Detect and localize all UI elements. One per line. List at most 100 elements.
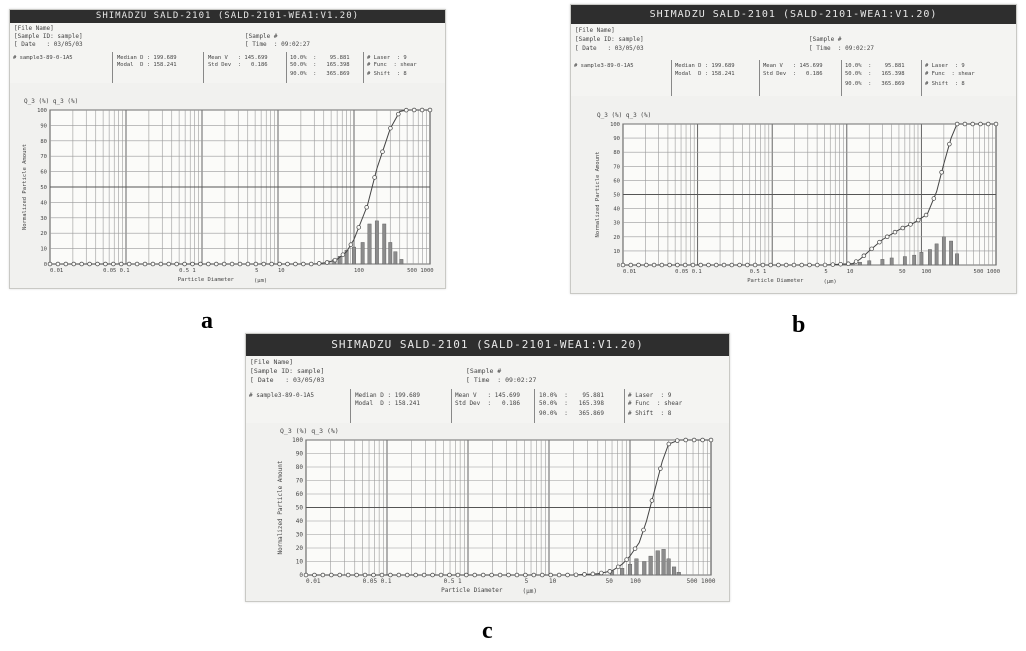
time-field: [ Time : 09:02:27 (466, 376, 537, 384)
distribution-bar (867, 260, 872, 266)
chart-a: 0 10 20 30 40 50 60 70 80 90 100 0.01 0.05 0.1 0.5 1 5… (22, 98, 434, 284)
cumulative-point (303, 572, 309, 578)
cumulative-point (261, 261, 267, 267)
cumulative-point (615, 564, 621, 570)
cumulative-point (405, 572, 410, 578)
std-dev: Std Dev : 0.186 (455, 400, 521, 407)
cumulative-point (47, 261, 53, 267)
cumulative-point (371, 572, 376, 578)
cumulative-point (939, 170, 944, 175)
cumulative-point (214, 261, 219, 267)
sample-number: [Sample # (245, 33, 278, 40)
cumulative-point (245, 261, 251, 267)
cumulative-point (126, 261, 132, 267)
x-tick-label: 10 (549, 578, 557, 585)
distribution-bar (889, 257, 894, 266)
distribution-bar (620, 568, 625, 576)
distribution-bar (941, 236, 946, 266)
x-tick-label: 100 (921, 269, 931, 275)
file-header: [File Name] [Sample ID: sample] [ Date :… (246, 356, 729, 390)
cumulative-point (947, 141, 952, 147)
cumulative-point (354, 572, 359, 578)
plot-area: 0 10 20 30 40 50 60 70 80 90 100 0.01 0.05 0.1 0.5 1 5… (10, 83, 445, 288)
cumulative-point (714, 262, 719, 268)
cumulative-point (970, 121, 975, 127)
y-tick-label: 100 (292, 437, 303, 444)
x-tick-label: 0.05 0.1 (103, 268, 130, 274)
cumulative-point (721, 262, 727, 268)
cumulative-point (316, 261, 322, 266)
date-field: [ Date : 03/05/03 (14, 41, 83, 48)
cumulative-point (838, 261, 843, 267)
stats-row: # sample3-89-0-1A5 Median D : 199.689 Mo… (10, 52, 445, 84)
cumulative-point (309, 261, 314, 267)
instrument-title: SHIMADZU SALD-2101 (SALD-2101-WEA1:V1.20… (571, 5, 1016, 24)
panel-label-a: a (201, 308, 213, 334)
distribution-bar (360, 242, 365, 265)
distribution-bar (880, 259, 885, 266)
x-tick-label: 0.05 0.1 (675, 269, 702, 275)
laser: # Laser : 9 (367, 55, 407, 61)
chart-b: 0 10 20 30 40 50 60 70 80 90 100 0.01 0.05 0.1 0.5 1 5… (595, 112, 1000, 285)
cumulative-point (861, 253, 867, 259)
cumulative-point (666, 441, 672, 447)
mean-v: Mean V : 145.699 (455, 392, 521, 399)
distribution-bar (648, 555, 653, 576)
cumulative-point (531, 572, 537, 578)
cumulative-point (182, 261, 187, 267)
y-axis-label: Normalized Particle Amount (595, 151, 601, 237)
func: # Func : shear (628, 400, 683, 407)
cumulative-point (427, 107, 433, 113)
cumulative-point (63, 261, 69, 267)
distribution-bar (655, 550, 660, 576)
cumulative-point (908, 222, 913, 227)
cumulative-point (419, 107, 425, 113)
cumulative-point (846, 261, 851, 267)
time-field: [ Time : 09:02:27 (245, 41, 311, 48)
x-axis-unit: (μm) (254, 278, 267, 284)
distribution-bar (919, 252, 924, 266)
median-d: Median D : 199.689 (355, 392, 421, 399)
cumulative-point (659, 262, 665, 268)
cumulative-point (916, 217, 921, 223)
cumulative-point (198, 261, 203, 267)
x-axis-label: Particle Diameter (747, 278, 804, 284)
cumulative-point (573, 572, 579, 578)
cumulative-point (644, 262, 649, 268)
x-tick-label: 0.5 1 (750, 269, 767, 275)
x-axis-unit: (μm) (824, 279, 837, 285)
cumulative-point (79, 261, 84, 267)
cumulative-point (166, 261, 172, 267)
x-tick-label: 0.01 (623, 269, 636, 275)
cumulative-point (413, 572, 418, 578)
cumulative-point (690, 262, 696, 268)
cumulative-point (472, 572, 478, 578)
y-tick-label: 0 (299, 572, 303, 579)
cumulative-point (698, 262, 703, 268)
cumulative-point (985, 121, 991, 127)
distribution-bar (344, 249, 349, 265)
x-tick-label: 100 (630, 578, 641, 585)
cumulative-point (174, 261, 179, 267)
file-header: [File Name] [Sample ID: sample] [ Date :… (10, 23, 445, 53)
distribution-bar (399, 259, 404, 265)
cumulative-point (364, 205, 369, 210)
report-panel-b: SHIMADZU SALD-2101 (SALD-2101-WEA1:V1.20… (570, 4, 1017, 294)
cumulative-point (489, 572, 494, 578)
cumulative-point (783, 262, 789, 268)
cumulative-point (118, 261, 124, 267)
cumulative-point (523, 572, 528, 578)
distribution-bar (672, 566, 677, 576)
cumulative-point (658, 466, 663, 471)
y-tick-label: 20 (296, 545, 304, 552)
cumulative-point (675, 262, 680, 268)
y-tick-label: 30 (40, 216, 47, 222)
cumulative-point (791, 262, 797, 268)
cumulative-point (931, 196, 937, 201)
file-name: [File Name] (250, 358, 294, 366)
shift: # Shift : 8 (628, 410, 672, 417)
cumulative-point (345, 572, 351, 578)
sample-file: # sample3-89-0-1A5 (249, 392, 315, 399)
cumulative-point (540, 572, 545, 578)
y-tick-label: 50 (613, 193, 620, 199)
